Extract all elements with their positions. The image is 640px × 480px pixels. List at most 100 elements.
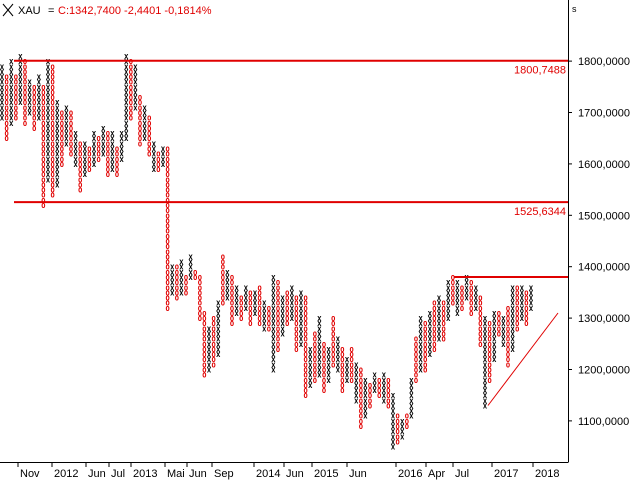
pnf-o-box: O (506, 361, 510, 369)
pnf-o-box: O (96, 156, 100, 164)
pnf-x-box: X (142, 115, 147, 123)
pnf-x-box: X (55, 161, 60, 169)
pnf-x-box: X (418, 331, 423, 339)
pnf-x-box: X (437, 295, 442, 303)
pnf-o-box: O (165, 171, 169, 179)
pnf-o-box: O (294, 341, 298, 349)
pnf-o-box: O (359, 372, 363, 380)
pnf-x-box: X (483, 397, 488, 405)
pnf-o-box: O (129, 79, 133, 87)
pnf-x-box: X (391, 423, 396, 431)
pnf-o-box: O (138, 130, 142, 138)
pnf-o-box: O (423, 325, 427, 333)
pnf-o-box: O (50, 99, 54, 107)
pnf-o-box: O (414, 346, 418, 354)
pnf-o-box: O (487, 372, 491, 380)
pnf-o-box: O (87, 156, 91, 164)
pnf-x-box: X (119, 130, 124, 138)
pnf-o-box: O (423, 356, 427, 364)
pnf-o-box: O (414, 351, 418, 359)
pnf-o-box: O (41, 187, 45, 195)
pnf-x-box: X (83, 166, 88, 174)
pnf-x-box: X (382, 372, 387, 380)
pnf-x-box: X (391, 392, 396, 400)
pnf-x-box: X (280, 310, 285, 318)
pnf-o-box: O (294, 300, 298, 308)
pnf-x-box: X (119, 151, 124, 159)
pnf-x-box: X (83, 140, 88, 148)
pnf-x-box: X (363, 377, 368, 385)
pnf-x-box: X (9, 104, 14, 112)
pnf-o-box: O (78, 187, 82, 195)
pnf-o-box: O (257, 284, 261, 292)
pnf-o-box: O (221, 259, 225, 267)
pnf-o-box: O (395, 418, 399, 426)
pnf-x-box: X (354, 377, 359, 385)
pnf-x-box: X (37, 89, 42, 97)
pnf-o-box: O (202, 320, 206, 328)
pnf-o-box: O (469, 289, 473, 297)
pnf-x-box: X (308, 367, 313, 375)
pnf-o-box: O (198, 300, 202, 308)
pnf-x-box: X (418, 351, 423, 359)
pnf-o-box: O (432, 341, 436, 349)
pnf-o-box: O (405, 423, 409, 431)
pnf-o-box: O (303, 305, 307, 313)
pnf-o-box: O (221, 274, 225, 282)
pnf-x-box: X (73, 161, 78, 169)
pnf-o-box: O (202, 315, 206, 323)
pnf-o-box: O (322, 377, 326, 385)
pnf-x-box: X (455, 310, 460, 318)
pnf-o-box: O (322, 356, 326, 364)
pnf-o-box: O (285, 310, 289, 318)
pnf-o-box: O (60, 135, 64, 143)
pnf-x-box: X (299, 295, 304, 303)
pnf-o-box: O (257, 289, 261, 297)
pnf-o-box: O (359, 418, 363, 426)
pnf-o-box: O (221, 253, 225, 261)
pnf-o-box: O (515, 284, 519, 292)
pnf-o-box: O (331, 361, 335, 369)
pnf-o-box: O (14, 74, 18, 82)
pnf-o-box: O (524, 305, 528, 313)
pnf-o-box: O (368, 403, 372, 411)
pnf-x-box: X (446, 305, 451, 313)
pnf-o-box: O (14, 89, 18, 97)
pnf-o-box: O (4, 115, 8, 123)
pnf-x-box: X (133, 79, 138, 87)
pnf-x-box: X (142, 125, 147, 133)
x-tick-label: Nov (20, 468, 40, 480)
pnf-x-box: X (101, 135, 106, 143)
pnf-x-box: X (170, 274, 175, 282)
pnf-x-box: X (326, 346, 331, 354)
chart-close-icon[interactable] (2, 3, 14, 17)
price-levels: 1800,7488 1525,6344 (14, 59, 568, 406)
pnf-x-box: X (280, 300, 285, 308)
pnf-o-box: O (198, 284, 202, 292)
pnf-x-box: X (483, 336, 488, 344)
pnf-o-box: O (60, 146, 64, 154)
pnf-x-box: X (492, 331, 497, 339)
pnf-x-box: X (446, 284, 451, 292)
pnf-x-box: X (55, 125, 60, 133)
pnf-o-box: O (276, 331, 280, 339)
pnf-x-box: X (225, 274, 230, 282)
pnf-o-box: O (106, 146, 110, 154)
pnf-x-box: X (124, 125, 129, 133)
pnf-x-box: X (510, 310, 515, 318)
pnf-x-box: X (207, 331, 212, 339)
pnf-o-box: O (497, 315, 501, 323)
pnf-x-box: X (363, 413, 368, 421)
pnf-o-box: O (239, 300, 243, 308)
pnf-o-box: O (478, 320, 482, 328)
pnf-o-box: O (221, 264, 225, 272)
pnf-x-box: X (409, 408, 414, 416)
